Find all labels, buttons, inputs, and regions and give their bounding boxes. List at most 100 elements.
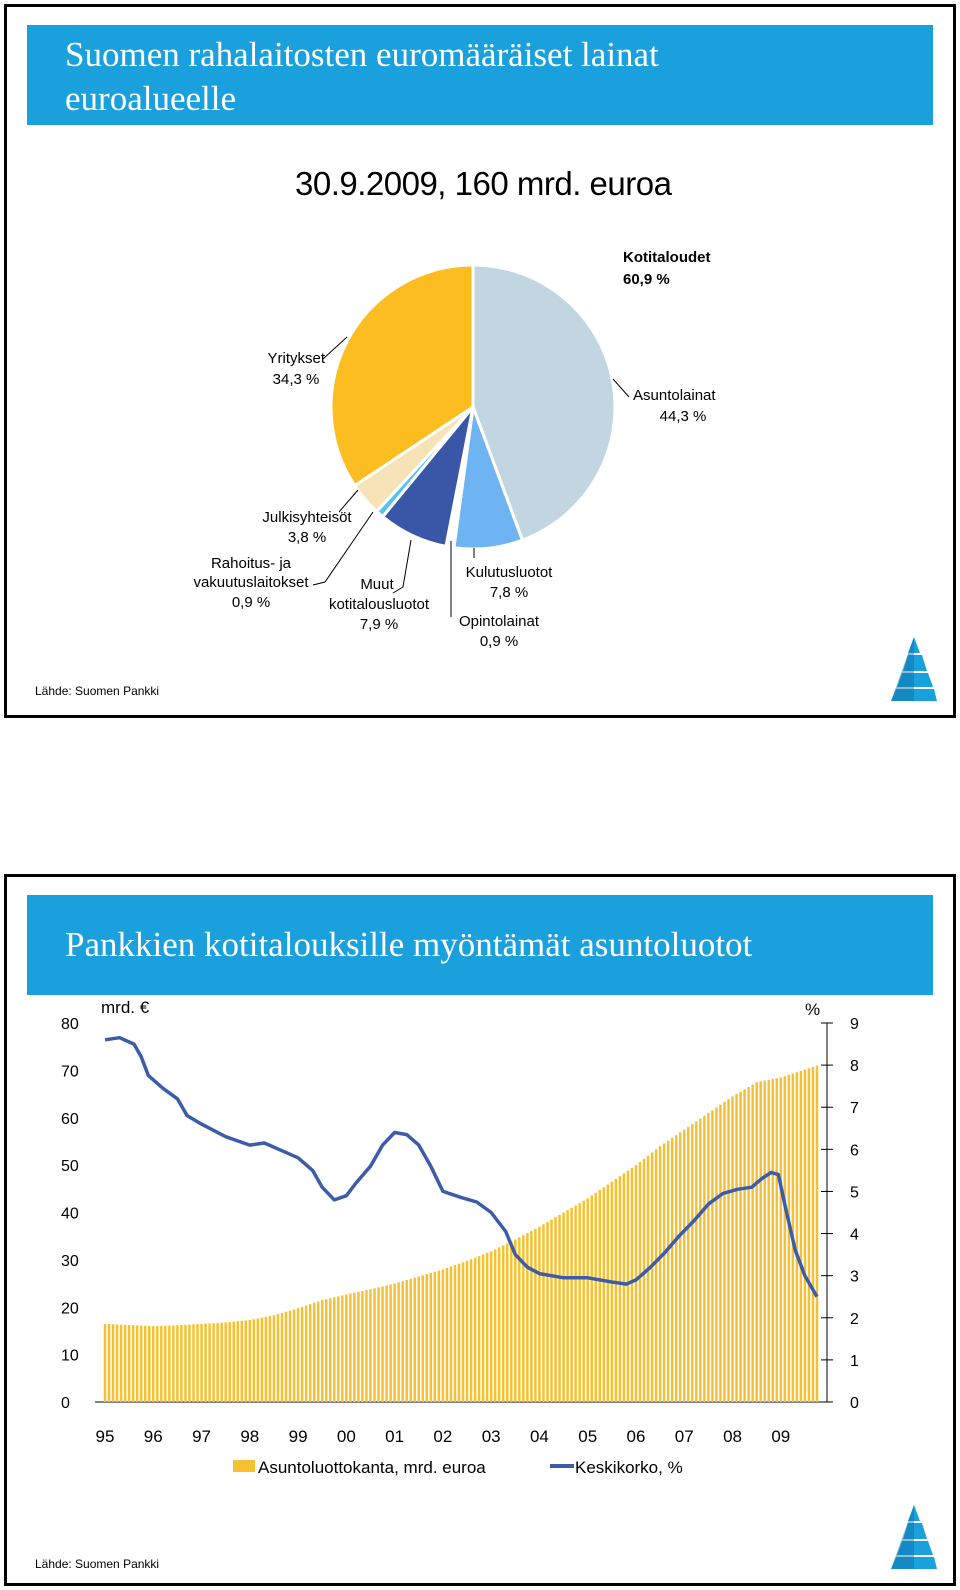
bar-asuntoluottokanta (654, 1149, 658, 1402)
left-tick-label: 50 (61, 1158, 79, 1175)
bar-asuntoluottokanta (767, 1079, 770, 1402)
bar-asuntoluottokanta (743, 1089, 746, 1402)
bar-asuntoluottokanta (240, 1320, 244, 1402)
title-banner: Suomen rahalaitosten euromääräiset laina… (27, 25, 933, 125)
x-tick-label: 05 (578, 1427, 597, 1446)
title-banner: Pankkien kotitalouksille myöntämät asunt… (27, 895, 933, 995)
bar-asuntoluottokanta (341, 1295, 344, 1402)
bar-asuntoluottokanta (216, 1322, 219, 1402)
bar-asuntoluottokanta (264, 1316, 268, 1402)
bar-asuntoluottokanta (638, 1161, 642, 1402)
slice-label-rahoitus-line2: vakuutuslaitokset (193, 574, 309, 591)
bar-asuntoluottokanta (787, 1074, 791, 1402)
bar-asuntoluottokanta (224, 1322, 227, 1402)
bar-asuntoluottokanta (176, 1325, 179, 1402)
bar-asuntoluottokanta (397, 1282, 400, 1402)
bar-asuntoluottokanta (687, 1126, 690, 1402)
bar-asuntoluottokanta (180, 1325, 183, 1402)
slice-value-rahoitus: 0,9 % (232, 594, 270, 611)
slice-value-asuntolainat: 44,3 % (660, 408, 707, 425)
bar-asuntoluottokanta (192, 1324, 195, 1402)
bar-asuntoluottokanta (413, 1277, 416, 1402)
slide-title: Pankkien kotitalouksille myöntämät asunt… (65, 925, 753, 964)
bar-asuntoluottokanta (735, 1094, 738, 1402)
bar-asuntoluottokanta (325, 1299, 328, 1402)
legend-swatch-asuntoluottokanta (233, 1460, 255, 1472)
bar-asuntoluottokanta (425, 1274, 429, 1402)
slice-value-kulutus: 7,8 % (490, 584, 528, 601)
bar-asuntoluottokanta (292, 1309, 296, 1402)
bar-asuntoluottokanta (280, 1312, 284, 1402)
bar-asuntoluottokanta (759, 1081, 762, 1402)
slide-housing-loans: Pankkien kotitalouksille myöntämät asunt… (4, 874, 956, 1586)
slide-title: Suomen rahalaitosten euromääräiset laina… (65, 35, 659, 118)
bar-asuntoluottokanta (739, 1091, 742, 1402)
bar-asuntoluottokanta (473, 1257, 477, 1402)
x-tick-label: 98 (240, 1427, 259, 1446)
bar-asuntoluottokanta (795, 1072, 799, 1402)
x-tick-label: 06 (627, 1427, 646, 1446)
right-axis-unit: % (805, 1000, 820, 1019)
slice-label-rahoitus-line1: Rahoitus- ja (211, 555, 292, 572)
bar-asuntoluottokanta (554, 1217, 557, 1402)
slice-label-muut-line2: kotitalousluotot (329, 596, 430, 613)
bar-asuntoluottokanta (329, 1298, 332, 1402)
bar-asuntoluottokanta (574, 1205, 577, 1402)
pie-subtitle: 30.9.2009, 160 mrd. euroa (295, 165, 672, 202)
leader-line-asuntolainat (612, 378, 630, 398)
x-tick-label: 01 (385, 1427, 404, 1446)
bar-asuntoluottokanta (212, 1323, 215, 1402)
bar-asuntoluottokanta (550, 1219, 553, 1402)
bar-asuntoluottokanta (453, 1265, 457, 1402)
bar-asuntoluottokanta (594, 1192, 597, 1402)
bar-asuntoluottokanta (296, 1308, 300, 1402)
slice-label-kulutus: Kulutusluotot (466, 564, 554, 581)
bar-asuntoluottokanta (308, 1304, 312, 1402)
right-tick-label: 3 (850, 1269, 859, 1286)
right-tick-label: 8 (850, 1058, 859, 1075)
bar-asuntoluottokanta (811, 1066, 815, 1402)
right-tick-label: 2 (850, 1311, 859, 1328)
bar-asuntoluottokanta (288, 1310, 292, 1402)
right-tick-label: 0 (850, 1395, 859, 1412)
bar-asuntoluottokanta (389, 1284, 392, 1402)
bar-asuntoluottokanta (534, 1228, 537, 1402)
bar-asuntoluottokanta (755, 1082, 758, 1402)
bar-asuntoluottokanta (731, 1096, 734, 1402)
bar-asuntoluottokanta (200, 1323, 203, 1402)
slice-value-yritykset: 34,3 % (273, 371, 320, 388)
bar-asuntoluottokanta (771, 1079, 774, 1402)
series-line-keskikorko (104, 1035, 819, 1298)
slice-value-julkisyhteisot: 3,8 % (288, 529, 326, 546)
bar-asuntoluottokanta (172, 1325, 175, 1402)
x-tick-label: 03 (482, 1427, 501, 1446)
bar-asuntoluottokanta (775, 1078, 779, 1402)
bar-asuntoluottokanta (634, 1165, 638, 1403)
legend-label-asuntoluottokanta: Asuntoluottokanta, mrd. euroa (258, 1458, 486, 1477)
x-tick-label: 02 (433, 1427, 452, 1446)
bar-asuntoluottokanta (501, 1245, 505, 1402)
slice-label-asuntolainat: Asuntolainat (633, 387, 716, 404)
bar-asuntoluottokanta (345, 1294, 348, 1402)
bar-asuntoluottokanta (268, 1316, 272, 1402)
bar-asuntoluottokanta (131, 1325, 135, 1402)
bar-asuntoluottokanta (493, 1249, 497, 1402)
bar-asuntoluottokanta (614, 1178, 618, 1402)
bar-asuntoluottokanta (272, 1315, 276, 1402)
bar-asuntoluottokanta (127, 1325, 131, 1402)
bank-logo-icon (891, 637, 937, 701)
bar-asuntoluottokanta (365, 1290, 368, 1402)
bar-asuntoluottokanta (152, 1326, 155, 1402)
bar-asuntoluottokanta (598, 1190, 602, 1402)
bar-asuntoluottokanta (119, 1324, 123, 1402)
pie-slice-yritykset (329, 263, 475, 488)
bar-asuntoluottokanta (699, 1118, 702, 1402)
x-tick-label: 95 (96, 1427, 115, 1446)
bar-asuntoluottokanta (779, 1077, 783, 1402)
bar-asuntoluottokanta (622, 1173, 626, 1402)
bar-asuntoluottokanta (542, 1224, 545, 1402)
bar-asuntoluottokanta (164, 1325, 167, 1402)
pie-slice-asuntolainat (471, 263, 617, 543)
bar-asuntoluottokanta (506, 1243, 509, 1402)
slice-value-muut: 7,9 % (360, 616, 398, 633)
